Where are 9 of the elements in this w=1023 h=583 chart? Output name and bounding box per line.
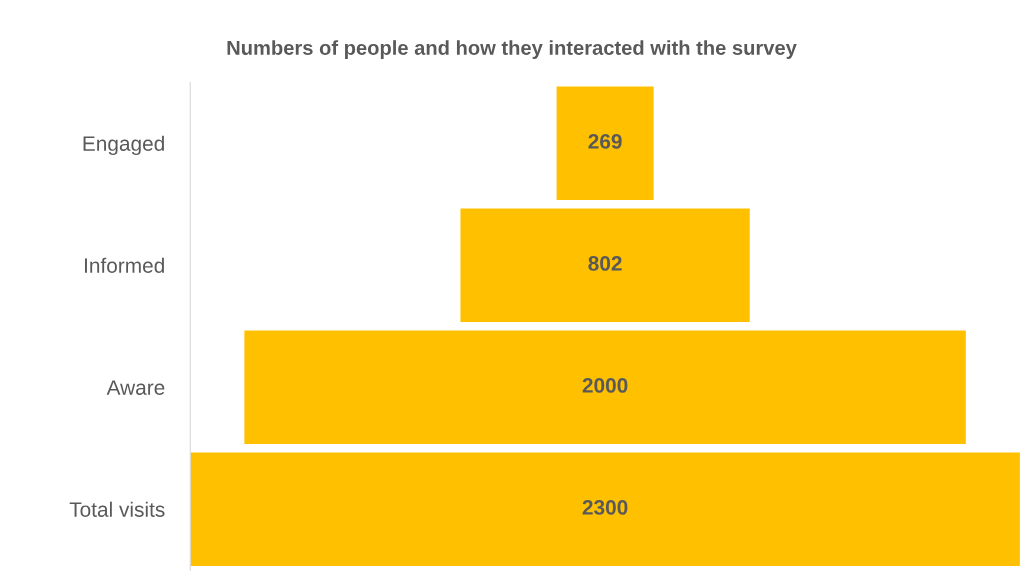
data-label: 2000: [582, 378, 628, 393]
data-label: 2300: [582, 500, 628, 515]
category-label: Aware: [106, 380, 165, 395]
data-label: 802: [588, 256, 622, 271]
category-label: Informed: [84, 257, 164, 273]
category-label: Engaged: [83, 135, 164, 156]
data-label: 269: [588, 134, 622, 149]
category-label: Total visits: [69, 501, 165, 517]
text: Numbers of people and how they interacted with the survey: [227, 40, 797, 59]
